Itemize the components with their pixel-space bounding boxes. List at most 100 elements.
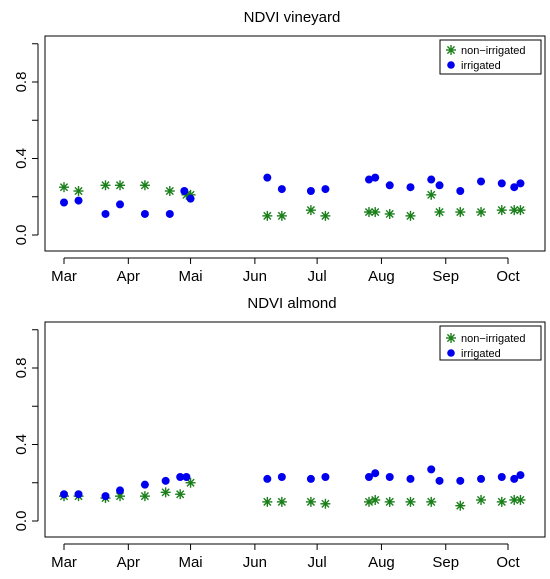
vineyard-y-tick-label: 0.8 [13, 72, 30, 93]
almond-x-tick-label: Jul [308, 554, 327, 571]
almond-point-non-irrigated [160, 487, 171, 498]
vineyard-point-non-irrigated [115, 180, 126, 191]
almond-y-axis: 0.0 0.4 0.8 [13, 329, 39, 532]
almond-legend-asterisk-mark [446, 333, 456, 343]
almond-point-non-irrigated [320, 498, 331, 509]
vineyard-point-irrigated [456, 187, 465, 196]
almond-point-irrigated [140, 480, 149, 489]
vineyard-point-irrigated [180, 187, 189, 196]
vineyard-point-non-irrigated [496, 205, 507, 216]
almond-point-irrigated [116, 486, 125, 495]
vineyard-x-tick-label: Mar [51, 268, 77, 285]
vineyard-legend-label-irrigated: irrigated [461, 60, 501, 72]
vineyard-point-irrigated [116, 200, 125, 209]
almond-point-irrigated [277, 473, 286, 482]
almond-title: NDVI almond [247, 295, 336, 312]
vineyard-x-axis: Mar Apr Mai Jun Jul Aug Sep Oct [51, 257, 520, 285]
almond-point-non-irrigated [139, 491, 150, 502]
vineyard-x-tick-label: Jul [308, 268, 327, 285]
almond-x-axis: Mar Apr Mai Jun Jul Aug Sep Oct [51, 543, 520, 571]
almond-point-irrigated [364, 473, 373, 482]
vineyard-legend-asterisk-symbol [446, 45, 456, 55]
vineyard-point-non-irrigated [59, 182, 69, 193]
vineyard-point-non-irrigated [164, 186, 175, 197]
vineyard-point-irrigated [497, 179, 506, 188]
almond-point-irrigated [371, 469, 380, 478]
almond-point-irrigated [406, 474, 415, 483]
vineyard-data-points [59, 173, 526, 221]
vineyard-title: NDVI vineyard [244, 9, 341, 26]
vineyard-point-irrigated [263, 173, 272, 182]
vineyard-point-non-irrigated [426, 189, 437, 200]
vineyard-point-irrigated [406, 183, 415, 192]
vineyard-point-non-irrigated [405, 210, 416, 221]
vineyard-point-non-irrigated [455, 207, 466, 218]
vineyard-x-tick-label: Apr [117, 268, 140, 285]
vineyard-point-non-irrigated [370, 207, 381, 218]
vineyard-point-irrigated [477, 177, 486, 186]
vineyard-y-tick-label: 0.0 [13, 225, 30, 246]
almond-point-irrigated [435, 476, 444, 485]
almond-x-tick-label: Aug [368, 554, 395, 571]
vineyard-point-irrigated [321, 185, 330, 194]
almond-point-irrigated [497, 473, 506, 482]
almond-point-irrigated [456, 476, 465, 485]
vineyard-point-irrigated [435, 181, 444, 190]
vineyard-point-irrigated [510, 183, 519, 192]
almond-point-irrigated [516, 471, 525, 480]
almond-data-points [59, 465, 526, 511]
vineyard-point-irrigated [306, 187, 315, 196]
vineyard-x-tick-label: Oct [496, 268, 520, 285]
almond-point-non-irrigated [455, 500, 466, 511]
almond-y-tick-label: 0.0 [13, 511, 30, 532]
almond-point-irrigated [161, 476, 170, 485]
vineyard-point-irrigated [74, 196, 83, 205]
vineyard-x-tick-label: Aug [368, 268, 395, 285]
almond-panel: NDVI almond Mar Apr Mai Jun Jul Aug Sep Oct 0.0… [13, 295, 546, 571]
almond-point-non-irrigated [384, 496, 395, 507]
vineyard-point-non-irrigated [100, 180, 111, 191]
vineyard-legend-label-non-irrigated: non−irrigated [461, 45, 526, 57]
vineyard-point-non-irrigated [476, 207, 487, 218]
vineyard-point-irrigated [165, 209, 174, 218]
vineyard-y-tick-label: 0.4 [13, 148, 30, 169]
vineyard-point-non-irrigated [509, 205, 520, 216]
vineyard-x-tick-label: Mai [178, 268, 202, 285]
vineyard-panel: NDVI vineyard Mar Apr Mai Jun Jul Aug Sep Oct 0… [13, 9, 546, 285]
vineyard-x-tick-label: Jun [243, 268, 267, 285]
almond-legend-label-irrigated: irrigated [461, 348, 501, 360]
vineyard-x-tick-label: Sep [432, 268, 459, 285]
almond-point-irrigated [477, 474, 486, 483]
almond-point-irrigated [60, 490, 68, 499]
vineyard-point-irrigated [427, 175, 436, 184]
almond-y-tick-label: 0.4 [13, 434, 30, 455]
almond-legend-label-non-irrigated: non−irrigated [461, 333, 526, 345]
almond-point-non-irrigated [476, 494, 487, 505]
vineyard-legend-dot-symbol [447, 61, 455, 69]
almond-point-irrigated [263, 474, 272, 483]
vineyard-point-non-irrigated [305, 205, 316, 216]
almond-x-tick-label: Oct [496, 554, 520, 571]
almond-point-irrigated [427, 465, 436, 474]
almond-point-non-irrigated [305, 496, 316, 507]
almond-point-non-irrigated [515, 494, 526, 505]
almond-x-tick-label: Mar [51, 554, 77, 571]
vineyard-point-non-irrigated [384, 208, 395, 219]
vineyard-point-irrigated [277, 185, 286, 194]
almond-x-tick-label: Mai [178, 554, 202, 571]
vineyard-point-irrigated [371, 173, 380, 182]
vineyard-y-axis: 0.0 0.4 0.8 [13, 43, 39, 246]
almond-point-non-irrigated [370, 494, 381, 505]
vineyard-legend-asterisk-mark [446, 45, 456, 55]
vineyard-point-irrigated [364, 175, 373, 184]
almond-point-non-irrigated [276, 496, 287, 507]
almond-legend-dot-symbol [447, 349, 455, 357]
vineyard-point-irrigated [60, 198, 68, 207]
vineyard-point-irrigated [140, 209, 149, 218]
almond-point-irrigated [321, 473, 330, 482]
vineyard-point-non-irrigated [434, 207, 445, 218]
vineyard-legend-box [439, 39, 542, 75]
almond-x-tick-label: Sep [432, 554, 459, 571]
